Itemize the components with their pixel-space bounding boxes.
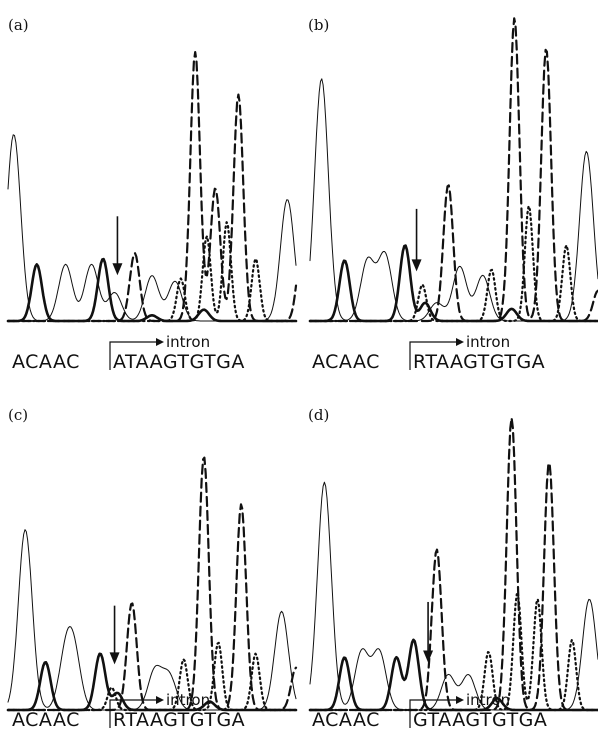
splice-arrowhead	[456, 696, 464, 704]
sequence-exon: ACAAC	[12, 709, 80, 729]
intron-label: intron	[166, 691, 210, 709]
arrow-marker-head	[411, 259, 422, 272]
trace-bold	[6, 257, 298, 323]
splice-site-bracket	[409, 341, 456, 370]
trace-dotted	[308, 205, 598, 323]
splice-site-bracket	[109, 341, 156, 370]
intron-label: intron	[466, 691, 510, 709]
trace-dashed	[308, 17, 598, 323]
sequence-exon: ACAAC	[312, 709, 380, 729]
trace-dotted	[308, 593, 598, 712]
panel-label: (b)	[308, 16, 329, 34]
splice-site-bracket	[409, 699, 456, 728]
sequence-intron: RTAAGTGTGA	[413, 351, 545, 373]
splice-arrowhead	[156, 696, 164, 704]
trace-dotted	[6, 641, 298, 712]
arrow-marker-head	[109, 652, 120, 665]
splice-arrowhead	[456, 338, 464, 346]
intron-label: intron	[466, 333, 510, 351]
trace-dotted	[6, 221, 298, 323]
panel-label: (d)	[308, 406, 329, 424]
trace-thin	[7, 134, 297, 322]
intron-label: intron	[166, 333, 210, 351]
arrow-marker-head	[423, 650, 434, 663]
trace-dashed	[308, 416, 598, 712]
sequence-intron: GTAAGTGTGA	[413, 709, 547, 729]
arrow-marker-head	[112, 263, 123, 276]
panel-label: (a)	[8, 16, 29, 34]
sequence-exon: ACAAC	[12, 351, 80, 373]
sequence-intron: RTAAGTGTGA	[113, 709, 245, 729]
splice-arrowhead	[156, 338, 164, 346]
panel-label: (c)	[8, 406, 28, 424]
splice-site-bracket	[109, 699, 156, 728]
sequence-intron: ATAAGTGTGA	[113, 351, 245, 373]
sequence-exon: ACAAC	[312, 351, 380, 373]
trace-thin	[309, 78, 598, 322]
